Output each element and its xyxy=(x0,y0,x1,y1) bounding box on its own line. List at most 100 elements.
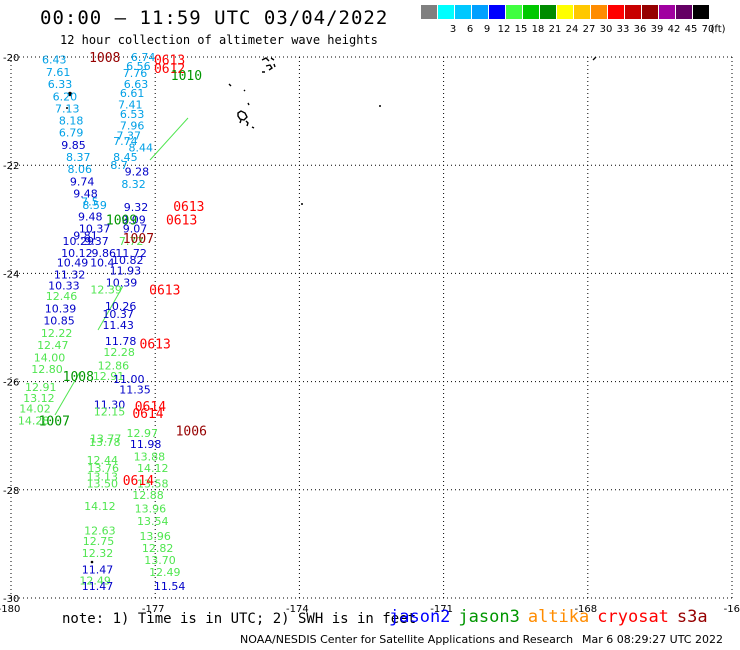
credit-line: NOAA/NESDIS Center for Satellite Applica… xyxy=(240,633,574,646)
scale-swatch xyxy=(676,5,692,19)
wave-height-label: 6.61 xyxy=(120,87,145,100)
scale-unit-label: (ft) xyxy=(710,24,726,35)
wave-height-label: 14.12 xyxy=(84,500,116,513)
wave-height-label: 12.49 xyxy=(149,566,181,579)
wave-height-label: 7.41 xyxy=(118,99,143,112)
wave-height-label: 7.74 xyxy=(113,135,138,148)
wave-height-label: 12.91 xyxy=(93,370,125,383)
scale-label: 6 xyxy=(466,24,474,35)
wave-height-label: 11.32 xyxy=(54,268,86,281)
scale-swatch xyxy=(625,5,641,19)
wave-height-label: 9.32 xyxy=(124,201,149,214)
wave-height-label: 13.78 xyxy=(89,436,121,449)
wave-height-label: 7.37 xyxy=(117,129,142,142)
wave-height-label: 7.5 xyxy=(81,195,99,208)
wave-height-label: 13.88 xyxy=(134,450,166,463)
pass-time-label: 1007 xyxy=(39,415,70,430)
wave-height-label: 8.7 xyxy=(110,159,128,172)
wave-height-label: 10.39 xyxy=(45,303,77,316)
wave-height-label: 13.13 xyxy=(87,470,119,483)
scale-label: 30 xyxy=(599,24,613,35)
wave-height-label: 14.12 xyxy=(137,462,169,475)
wave-height-label: 12.97 xyxy=(126,427,158,440)
wave-height-label: 14.02 xyxy=(19,403,51,416)
scale-label: 21 xyxy=(548,24,562,35)
wave-height-label: 13.96 xyxy=(135,503,167,516)
lat-tick-label: -22 xyxy=(3,161,19,172)
wave-height-label: 6.63 xyxy=(124,78,149,91)
wave-height-label: 9.81 xyxy=(73,230,98,243)
wave-height-label: 10.49 xyxy=(57,257,89,270)
wave-height-label: 6.43 xyxy=(42,54,67,67)
lon-tick-label: -174 xyxy=(286,604,309,615)
scale-swatch xyxy=(557,5,573,19)
lon-tick-label: -16 xyxy=(724,604,740,615)
scale-swatch xyxy=(642,5,658,19)
scale-swatch xyxy=(489,5,505,19)
legend-s3a: s3a xyxy=(676,607,708,627)
scale-swatch xyxy=(438,5,454,19)
pass-time-label: 0614 xyxy=(135,400,166,415)
wave-height-label: 11.54 xyxy=(154,580,186,593)
lon-tick-label: -180 xyxy=(0,604,20,615)
island-dot xyxy=(90,560,94,564)
island-dot xyxy=(379,105,381,107)
scale-swatch xyxy=(472,5,488,19)
scale-label: 27 xyxy=(582,24,596,35)
wave-height-label: 7.76 xyxy=(123,67,148,80)
scale-label: 36 xyxy=(633,24,647,35)
legend-jason3: jason3 xyxy=(458,607,520,627)
wave-height-label: 7.72 xyxy=(119,235,144,248)
wave-height-label: 12.63 xyxy=(84,524,116,537)
wave-height-label: 10.12 xyxy=(61,247,93,260)
wave-height-label: 12.80 xyxy=(31,363,63,376)
wave-height-label: 12.22 xyxy=(41,327,73,340)
footnote: note: 1) Time is in UTC; 2) SWH is in fe… xyxy=(62,611,417,627)
wave-height-label: 11.35 xyxy=(119,384,151,397)
wave-height-label: 13.76 xyxy=(88,462,120,475)
wave-height-label: 10.39 xyxy=(106,277,138,290)
legend-altika: altika xyxy=(527,607,590,627)
scale-label: 24 xyxy=(565,24,579,35)
wave-height-label: 11.43 xyxy=(102,319,134,332)
lat-tick-label: -26 xyxy=(3,378,19,389)
wave-height-label: 7.13 xyxy=(55,102,80,115)
pass-time-label: 1007 xyxy=(123,232,154,247)
pass-time-label: 1008 xyxy=(89,51,120,66)
pass-time-label: 0613 xyxy=(149,284,180,299)
island-dot xyxy=(592,56,597,61)
map-subtitle: 12 hour collection of altimeter wave hei… xyxy=(60,33,378,47)
wave-height-label: 9.48 xyxy=(73,187,98,200)
wave-height-label: 11.78 xyxy=(105,335,137,348)
track-line xyxy=(54,371,81,416)
wave-height-label: 12.39 xyxy=(90,284,122,297)
wave-height-label: 12.88 xyxy=(132,489,164,502)
wave-height-label: 6.20 xyxy=(53,90,78,103)
wave-height-label: 10.37 xyxy=(79,222,111,235)
wave-height-label: 14.28 xyxy=(18,415,50,428)
wave-height-label: 12.86 xyxy=(98,359,130,372)
wave-height-label: 9.37 xyxy=(84,235,109,248)
scale-label: 39 xyxy=(650,24,664,35)
wave-height-label: 8.59 xyxy=(82,199,107,212)
wave-height-label: 14.00 xyxy=(34,351,66,364)
island-dot xyxy=(66,107,68,109)
wave-height-label: 8.18 xyxy=(59,114,84,127)
track-line xyxy=(149,117,189,161)
wave-height-label: 12.28 xyxy=(103,346,135,359)
fiji-coastline xyxy=(228,57,276,129)
scale-swatch xyxy=(608,5,624,19)
scale-swatch xyxy=(523,5,539,19)
pass-time-label: 0613 xyxy=(154,54,185,69)
scale-swatch xyxy=(659,5,675,19)
wave-height-label: 13.50 xyxy=(87,477,119,490)
wave-height-label: 12.82 xyxy=(142,542,174,555)
wave-height-label: 12.47 xyxy=(37,339,69,352)
wave-height-label: 9.07 xyxy=(123,222,148,235)
lat-tick-label: -28 xyxy=(3,486,19,497)
wave-height-label: 11.47 xyxy=(82,580,114,593)
scale-label: 45 xyxy=(684,24,698,35)
island-dot xyxy=(301,203,303,205)
legend-jason2: jason2 xyxy=(389,607,451,627)
